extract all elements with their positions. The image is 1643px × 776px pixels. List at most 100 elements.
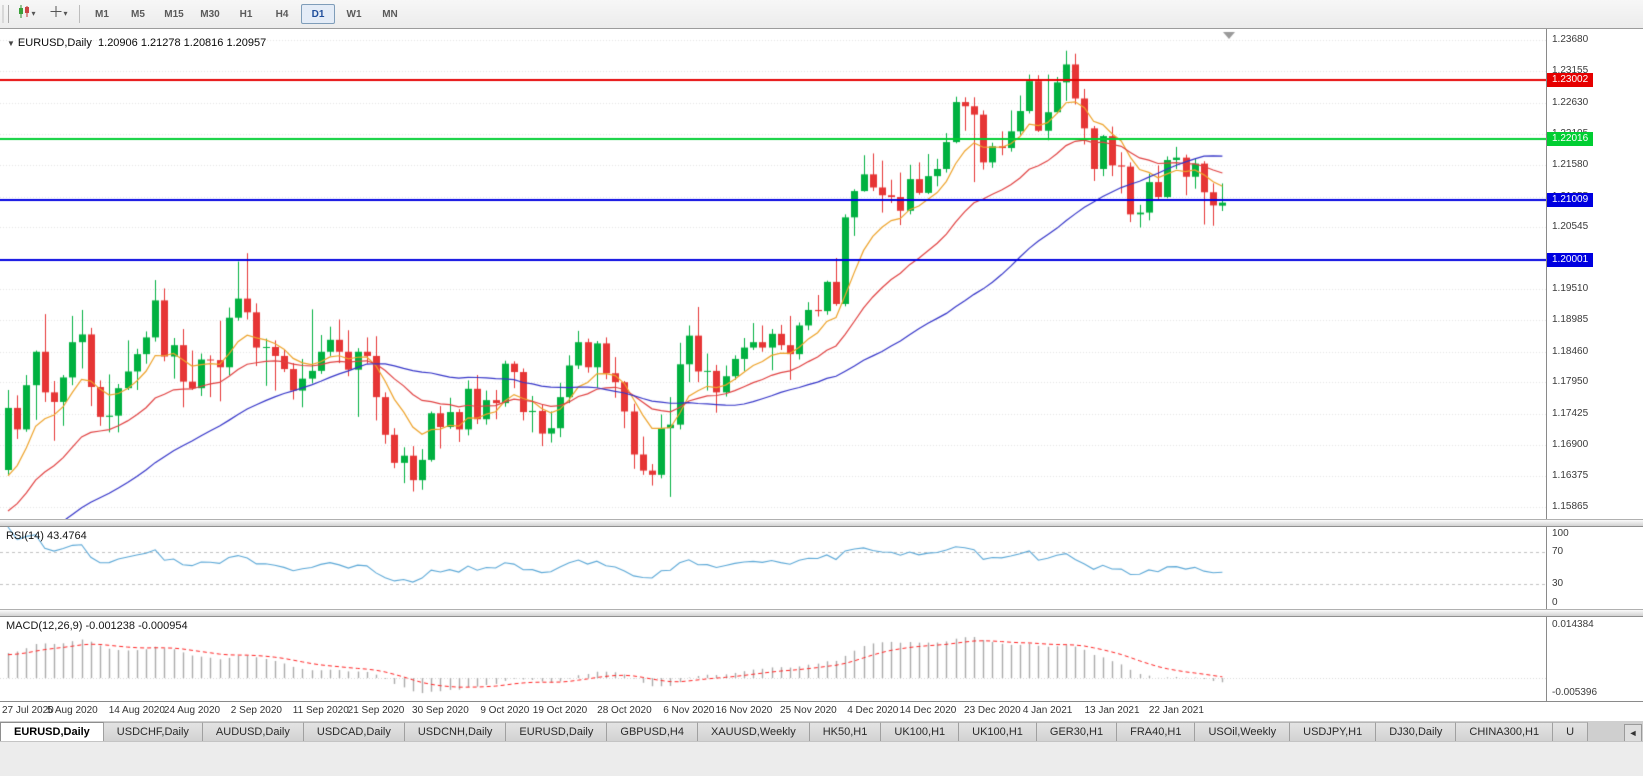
time-axis-tick: 11 Sep 2020 xyxy=(292,705,349,716)
time-axis-tick: 9 Oct 2020 xyxy=(480,705,530,716)
time-axis[interactable]: 27 Jul 2020 5 Aug 2020 14 Aug 2020 24 Aug 2… xyxy=(0,701,1643,721)
time-axis-tick: 5 Aug 2020 xyxy=(47,705,98,716)
timeframe-button-d1[interactable]: D1 xyxy=(301,4,335,24)
chart-tab-eurusd-daily[interactable]: EURUSD,Daily xyxy=(506,722,608,741)
time-axis-tick: 4 Dec 2020 xyxy=(847,705,899,716)
time-axis-tick: 27 Jul 2020 xyxy=(2,705,54,716)
rsi-axis-tick: 100 xyxy=(1552,528,1569,539)
macd-axis-max: 0.014384 xyxy=(1552,619,1594,630)
chart-tab-audusd-daily[interactable]: AUDUSD,Daily xyxy=(202,722,304,741)
time-axis-tick: 14 Dec 2020 xyxy=(899,705,957,716)
time-axis-tick: 28 Oct 2020 xyxy=(597,705,652,716)
price-axis-tick: 1.22630 xyxy=(1552,96,1589,108)
toolbar-separator xyxy=(79,5,80,23)
timeframe-button-m1[interactable]: M1 xyxy=(95,8,109,20)
timeframe-button-m30[interactable]: M30 xyxy=(200,8,220,20)
status-bar xyxy=(0,741,1643,776)
crosshair-tool-button[interactable]: ▾ xyxy=(44,3,74,25)
time-axis-tick: 6 Nov 2020 xyxy=(663,705,715,716)
chart-tab-ger30-h1[interactable]: GER30,H1 xyxy=(1036,722,1118,741)
tab-scroll-left-button[interactable]: ◄ xyxy=(1624,724,1642,741)
chart-tab-eurusd-daily[interactable]: EURUSD,Daily xyxy=(0,722,104,741)
timeframe-button-h4[interactable]: H4 xyxy=(275,8,289,20)
chart-tab-china300-h1[interactable]: CHINA300,H1 xyxy=(1456,722,1554,741)
time-axis-tick: 24 Aug 2020 xyxy=(163,705,221,716)
time-axis-tick: 19 Oct 2020 xyxy=(532,705,588,716)
macd-value: -0.001238 -0.000954 xyxy=(85,620,188,632)
timeframe-button-h1[interactable]: H1 xyxy=(239,8,253,20)
chart-type-button[interactable]: ▾ xyxy=(12,3,42,25)
time-axis-tick: 2 Sep 2020 xyxy=(230,705,282,716)
chart-tab-fra40-h1[interactable]: FRA40,H1 xyxy=(1117,722,1196,741)
chart-tab-usdcnh-daily[interactable]: USDCNH,Daily xyxy=(404,722,507,741)
chart-tab-gbpusd-h4[interactable]: GBPUSD,H4 xyxy=(607,722,698,741)
timeframe-button-w1[interactable]: W1 xyxy=(346,8,362,20)
hline-price-tag[interactable]: 1.20001 xyxy=(1547,252,1594,267)
price-axis-tick: 1.15865 xyxy=(1552,500,1589,512)
rsi-axis-tick: 0 xyxy=(1552,597,1558,608)
chart-window: ▼ EURUSD,Daily 1.20906 1.21278 1.20816 1.… xyxy=(0,28,1643,721)
crosshair-icon xyxy=(50,5,62,23)
toolbar-grip[interactable] xyxy=(2,5,9,23)
chart-tab-bar: EURUSD,Daily USDCHF,Daily AUDUSD,Daily USDC… xyxy=(0,720,1643,741)
candlestick-chart-icon xyxy=(18,5,30,23)
chart-tab-u[interactable]: U xyxy=(1553,722,1589,741)
time-axis-tick: 4 Jan 2021 xyxy=(1022,705,1073,716)
price-axis-tick: 1.18460 xyxy=(1552,345,1589,357)
price-axis-tick: 1.17950 xyxy=(1552,376,1589,388)
chart-tab-hk50-h1[interactable]: HK50,H1 xyxy=(809,722,882,741)
time-axis-tick: 21 Sep 2020 xyxy=(347,705,405,716)
macd-indicator-label: MACD(12,26,9) -0.001238 -0.000954 xyxy=(6,620,188,632)
macd-axis-min: -0.005396 xyxy=(1552,687,1598,698)
price-axis-tick: 1.17425 xyxy=(1552,407,1589,419)
rsi-panel-separator[interactable] xyxy=(0,519,1643,527)
time-axis-tick: 13 Jan 2021 xyxy=(1084,705,1140,716)
toolbar: ▾ ▾ M1 M5 M15 M30 H1 H4 D1 W1 MN xyxy=(0,0,1643,29)
hline-price-tag[interactable]: 1.22016 xyxy=(1547,132,1594,147)
price-axis-tick: 1.23680 xyxy=(1552,33,1589,45)
time-axis-tick: 23 Dec 2020 xyxy=(964,705,1021,716)
chart-title-ohlc: 1.20906 1.21278 1.20816 1.20957 xyxy=(98,37,267,49)
macd-canvas[interactable] xyxy=(0,617,1546,701)
price-axis-tick: 1.23155 xyxy=(1552,65,1589,77)
chart-tab-uk100-h1[interactable]: UK100,H1 xyxy=(881,722,960,741)
price-axis-tick: 1.20545 xyxy=(1552,221,1589,233)
price-axis-tick: 1.19510 xyxy=(1552,283,1589,295)
time-axis-tick: 16 Nov 2020 xyxy=(715,705,773,716)
rsi-value: 43.4764 xyxy=(46,530,87,542)
chart-tab-usdjpy-h1[interactable]: USDJPY,H1 xyxy=(1290,722,1377,741)
chevron-down-icon: ▾ xyxy=(63,9,68,18)
price-axis-tick: 1.16375 xyxy=(1552,470,1589,482)
chart-tab-usdchf-daily[interactable]: USDCHF,Daily xyxy=(103,722,203,741)
arrow-left-icon: ◄ xyxy=(1628,728,1638,738)
chart-tab-uk100-h1[interactable]: UK100,H1 xyxy=(959,722,1037,741)
chart-title-symbol: EURUSD,Daily xyxy=(17,37,92,49)
price-axis-tick: 1.18985 xyxy=(1552,314,1589,326)
time-axis-tick: 14 Aug 2020 xyxy=(108,705,165,716)
rsi-axis-tick: 70 xyxy=(1552,545,1564,557)
macd-name: MACD(12,26,9) xyxy=(6,620,83,632)
rsi-name: RSI(14) xyxy=(6,530,44,542)
rsi-canvas[interactable] xyxy=(0,527,1546,609)
chart-tab-usdcad-daily[interactable]: USDCAD,Daily xyxy=(303,722,405,741)
chart-tab-dj30-daily[interactable]: DJ30,Daily xyxy=(1376,722,1457,741)
chart-tab-xauusd-weekly[interactable]: XAUUSD,Weekly xyxy=(697,722,810,741)
timeframe-button-m15[interactable]: M15 xyxy=(164,8,184,20)
hline-price-tag[interactable]: 1.23002 xyxy=(1547,73,1594,88)
hline-price-tag[interactable]: 1.21009 xyxy=(1547,192,1594,207)
main-chart-canvas[interactable] xyxy=(0,31,1546,519)
rsi-axis-tick: 30 xyxy=(1552,578,1564,590)
symbol-marker-icon: ▼ xyxy=(7,39,15,48)
timeframe-button-mn[interactable]: MN xyxy=(382,8,398,20)
time-axis-tick: 22 Jan 2021 xyxy=(1148,705,1204,716)
time-axis-tick: 25 Nov 2020 xyxy=(780,705,837,716)
price-axis-tick: 1.16900 xyxy=(1552,438,1589,450)
price-axis-divider xyxy=(1546,29,1547,721)
macd-panel-separator[interactable] xyxy=(0,609,1643,617)
chart-tab-usoil-weekly[interactable]: USOil,Weekly xyxy=(1195,722,1291,741)
timeframe-button-m5[interactable]: M5 xyxy=(131,8,145,20)
chevron-down-icon: ▾ xyxy=(31,9,36,18)
rsi-indicator-label: RSI(14) 43.4764 xyxy=(6,530,87,542)
time-axis-tick: 30 Sep 2020 xyxy=(412,705,469,716)
